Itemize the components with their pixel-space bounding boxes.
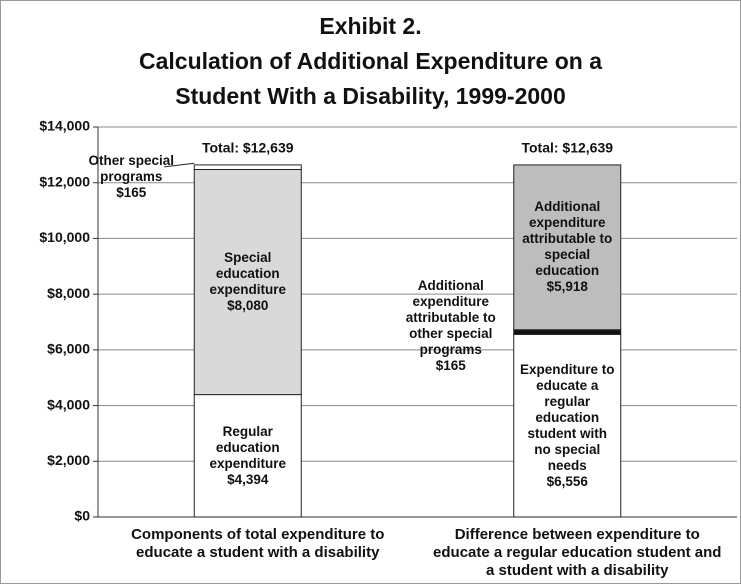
segment-value-label: $4,394 [227,471,269,487]
chart-title: Student With a Disability, 1999-2000 [175,83,566,109]
bar-segment [513,164,622,331]
y-tick-label: $0 [74,508,90,524]
y-tick-label: $6,000 [47,341,90,357]
bar-segment [513,333,622,518]
chart-title: Exhibit 2. [319,13,422,39]
y-tick-label: $14,000 [39,118,90,134]
segment-name: Regular education expenditure [209,423,287,471]
segment-name: Special education expenditure [209,250,287,298]
segment-label: Regular education expenditure $4,394 [198,424,297,488]
y-tick-label: $10,000 [39,229,90,245]
bar-segment [193,164,302,171]
segment-name: Expenditure to educate a regular educati… [519,361,615,473]
x-category-label: Components of total expenditure to educa… [131,526,385,561]
segment-label: Other special programs $165 [76,153,186,201]
total-label: Total: $12,639 [521,140,613,156]
y-tick-label: $12,000 [39,173,90,189]
y-tick-label: $8,000 [47,285,90,301]
bar-segment [193,394,302,518]
total-label: Total: $12,639 [202,140,294,156]
segment-label: Additional expenditure attributable to o… [396,278,506,374]
segment-name: Additional expenditure attributable to s… [522,199,613,279]
segment-label: Expenditure to educate a regular educati… [518,362,617,490]
segment-value-label: $165 [116,184,147,200]
segment-value-label: $6,556 [546,473,588,489]
chart-title: Calculation of Additional Expenditure on… [139,48,602,74]
bar-segment [513,329,622,335]
segment-value-label: $165 [435,357,466,373]
segment-name: Additional expenditure attributable to o… [405,277,496,357]
segment-label: Additional expenditure attributable to s… [518,199,617,295]
leader-line [164,162,195,168]
y-tick-label: $4,000 [47,396,90,412]
segment-name: Other special programs [88,152,175,184]
segment-value-label: $8,080 [227,298,269,314]
segment-value-label: $5,918 [546,279,588,295]
y-tick-label: $2,000 [47,452,90,468]
bar-segment [193,169,302,396]
x-category-label: Difference between expenditure to educat… [433,526,722,579]
segment-label: Special education expenditure $8,080 [198,250,297,314]
